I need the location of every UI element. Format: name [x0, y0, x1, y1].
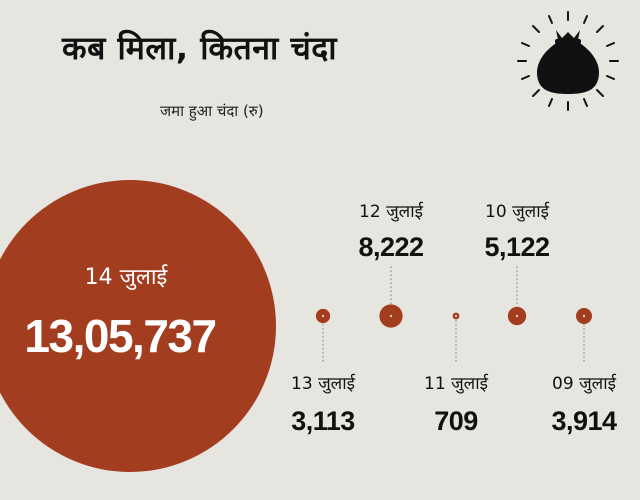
bubble-value-label: 3,914 — [551, 406, 617, 436]
bubble-center-dot — [321, 314, 325, 318]
bubble-date-label: 11 जुलाई — [424, 373, 489, 394]
bubble-big — [0, 180, 276, 472]
bubble-value-label: 709 — [434, 406, 478, 436]
bubble-value-label: 5,122 — [484, 232, 549, 262]
bubble-date-label: 09 जुलाई — [552, 373, 617, 394]
money-bag-icon — [517, 11, 619, 111]
bubble-center-dot — [582, 314, 586, 318]
chart-title: कब मिला, कितना चंदा — [62, 29, 338, 67]
bubble-center-dot — [389, 314, 393, 318]
bubble-center-dot — [454, 314, 458, 318]
big-bubble-date: 14 जुलाई — [85, 264, 169, 290]
chart-subtitle: जमा हुआ चंदा (रु) — [160, 102, 264, 120]
bubble-center-dot — [515, 314, 519, 318]
big-bubble-value: 13,05,737 — [24, 310, 215, 362]
bubble-value-label: 3,113 — [291, 406, 355, 436]
bubble-value-label: 8,222 — [358, 232, 423, 262]
bubble-date-label: 12 जुलाई — [359, 201, 424, 222]
bubble-date-label: 10 जुलाई — [485, 201, 550, 222]
bubble-date-label: 13 जुलाई — [291, 373, 356, 394]
